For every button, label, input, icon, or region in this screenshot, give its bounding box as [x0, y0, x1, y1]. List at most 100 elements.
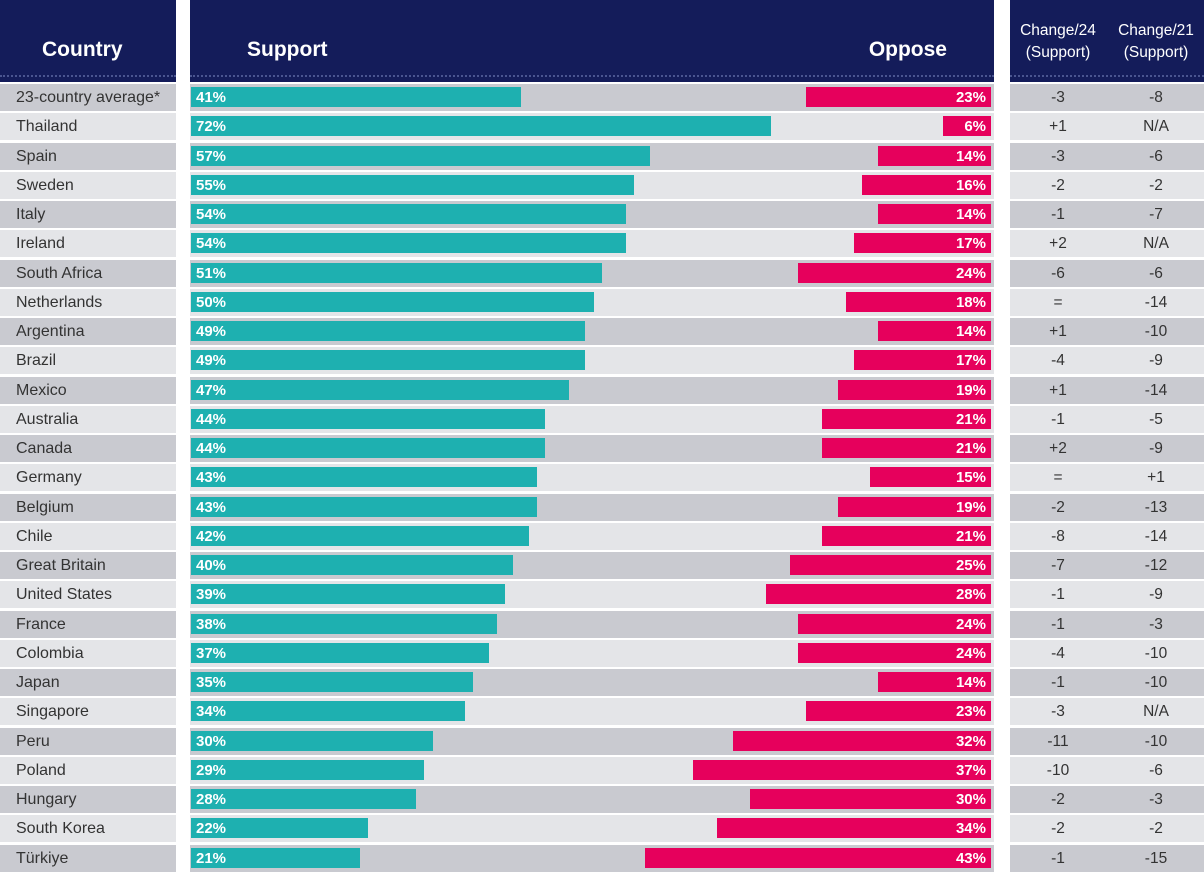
change24-value: -4: [1051, 644, 1065, 662]
change24-value: =: [1053, 293, 1063, 311]
country-cell: South Africa: [0, 259, 176, 287]
header-divider: [0, 75, 176, 77]
change24-value: -1: [1051, 615, 1065, 633]
oppose-value-label: 21%: [955, 527, 986, 545]
oppose-bar: [805, 87, 991, 107]
country-cell: Argentina: [0, 318, 176, 345]
change24-value: +1: [1049, 381, 1067, 399]
change24-value: -4: [1051, 352, 1065, 370]
change24-value: -1: [1051, 586, 1065, 604]
oppose-bar: [717, 818, 991, 839]
support-value-label: 28%: [196, 791, 227, 808]
oppose-value-label: 16%: [955, 176, 986, 194]
support-bar: [191, 496, 538, 517]
country-cell: Colombia: [0, 639, 176, 667]
country-cell: Peru: [0, 727, 176, 755]
oppose-value-label: 24%: [955, 644, 986, 662]
support-bar: [191, 350, 586, 371]
table-row: Canada 44% 21% +2 -9: [0, 435, 1204, 462]
country-cell: Chile: [0, 522, 176, 550]
support-bar: [191, 759, 425, 780]
support-bar: [191, 672, 473, 692]
country-name: Great Britain: [16, 557, 106, 574]
oppose-bar: [749, 789, 991, 809]
table-row: Türkiye 21% 43% -1 -15: [0, 844, 1204, 872]
bar-cell: 28% 30%: [190, 786, 994, 813]
change24-value: =: [1053, 469, 1063, 487]
support-header-label: Support: [247, 38, 328, 61]
change21-value: -6: [1149, 761, 1163, 779]
support-bar: [191, 262, 602, 283]
country-cell: Türkiye: [0, 844, 176, 872]
table-row: Italy 54% 14% -1 -7: [0, 201, 1204, 228]
country-name: Thailand: [16, 118, 78, 136]
country-name: Mexico: [16, 381, 67, 399]
support-bar: [191, 321, 586, 341]
oppose-value-label: 18%: [955, 293, 986, 311]
change24-value: -2: [1051, 791, 1065, 808]
support-bar: [191, 174, 634, 195]
oppose-value-label: 19%: [955, 381, 986, 399]
country-cell: Ireland: [0, 230, 176, 258]
oppose-value-label: 37%: [955, 761, 986, 779]
country-name: Belgium: [16, 498, 74, 516]
support-value-label: 55%: [196, 176, 227, 194]
bar-cell: 38% 24%: [190, 610, 994, 638]
support-bar: [191, 701, 465, 722]
table-row: Hungary 28% 30% -2 -3: [0, 786, 1204, 813]
country-name: Germany: [16, 469, 82, 487]
oppose-bar: [846, 291, 991, 312]
change-cell: -11 -10: [1010, 727, 1204, 755]
bar-cell: 72% 6%: [190, 113, 994, 141]
oppose-value-label: 15%: [955, 469, 986, 487]
change21-value: -9: [1149, 586, 1163, 604]
oppose-bar: [862, 174, 991, 195]
support-value-label: 34%: [196, 703, 227, 721]
oppose-value-label: 23%: [955, 89, 986, 106]
oppose-value-label: 32%: [955, 732, 986, 750]
support-value-label: 38%: [196, 615, 227, 633]
change21-value: -8: [1149, 89, 1163, 106]
oppose-value-label: 21%: [955, 440, 986, 457]
support-value-label: 49%: [196, 323, 227, 340]
oppose-bar: [797, 642, 991, 663]
country-cell: Belgium: [0, 493, 176, 521]
table-row: Colombia 37% 24% -4 -10: [0, 639, 1204, 667]
support-bar: [191, 145, 650, 166]
support-bar: [191, 408, 546, 429]
change24-value: -8: [1051, 527, 1065, 545]
change21-value: -9: [1149, 352, 1163, 370]
country-cell: Spain: [0, 142, 176, 170]
change-cell: +2 N/A: [1010, 230, 1204, 258]
change24-value: +2: [1049, 440, 1067, 457]
change-cell: -2 -13: [1010, 493, 1204, 521]
support-bar: [191, 467, 538, 488]
oppose-value-label: 23%: [955, 703, 986, 721]
change-cell: -4 -10: [1010, 639, 1204, 667]
support-bar: [191, 789, 417, 809]
table-row: Peru 30% 32% -11 -10: [0, 727, 1204, 755]
bar-cell: 57% 14%: [190, 142, 994, 170]
change-cell: -1 -9: [1010, 581, 1204, 609]
support-bar: [191, 525, 530, 546]
table-row: Belgium 43% 19% -2 -13: [0, 493, 1204, 521]
support-bar: [191, 438, 546, 458]
country-name: Singapore: [16, 703, 89, 721]
change-cell: +1 N/A: [1010, 113, 1204, 141]
country-name: France: [16, 615, 66, 633]
support-bar: [191, 291, 594, 312]
country-cell: Sweden: [0, 171, 176, 199]
oppose-value-label: 34%: [955, 820, 986, 838]
change-cell: -1 -10: [1010, 669, 1204, 696]
support-bar: [191, 642, 489, 663]
table-row: Japan 35% 14% -1 -10: [0, 669, 1204, 696]
country-name: Netherlands: [16, 293, 103, 311]
bar-cell: 29% 37%: [190, 756, 994, 784]
country-cell: Japan: [0, 669, 176, 696]
country-name: South Korea: [16, 820, 105, 838]
oppose-bar: [878, 145, 991, 166]
oppose-bar: [765, 584, 991, 605]
support-value-label: 51%: [196, 264, 227, 282]
support-value-label: 57%: [196, 147, 227, 165]
table-row: South Korea 22% 34% -2 -2: [0, 815, 1204, 843]
